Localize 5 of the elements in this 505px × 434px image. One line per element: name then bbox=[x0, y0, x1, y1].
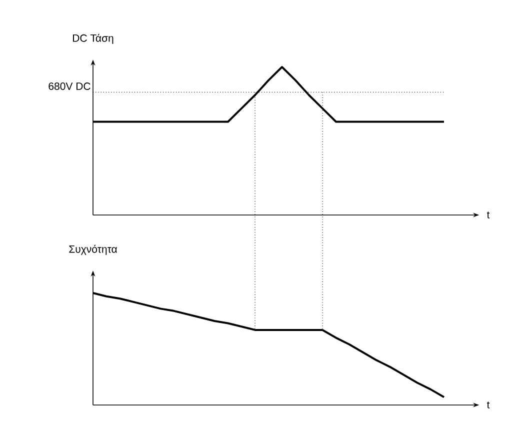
ref-line-label: 680V DC bbox=[48, 82, 90, 90]
y-axis-title: DC Τάση bbox=[72, 34, 114, 44]
x-axis-title: t bbox=[486, 402, 490, 408]
x-axis-title: t bbox=[486, 212, 490, 218]
y-axis-title: Συχνότητα bbox=[69, 244, 118, 255]
